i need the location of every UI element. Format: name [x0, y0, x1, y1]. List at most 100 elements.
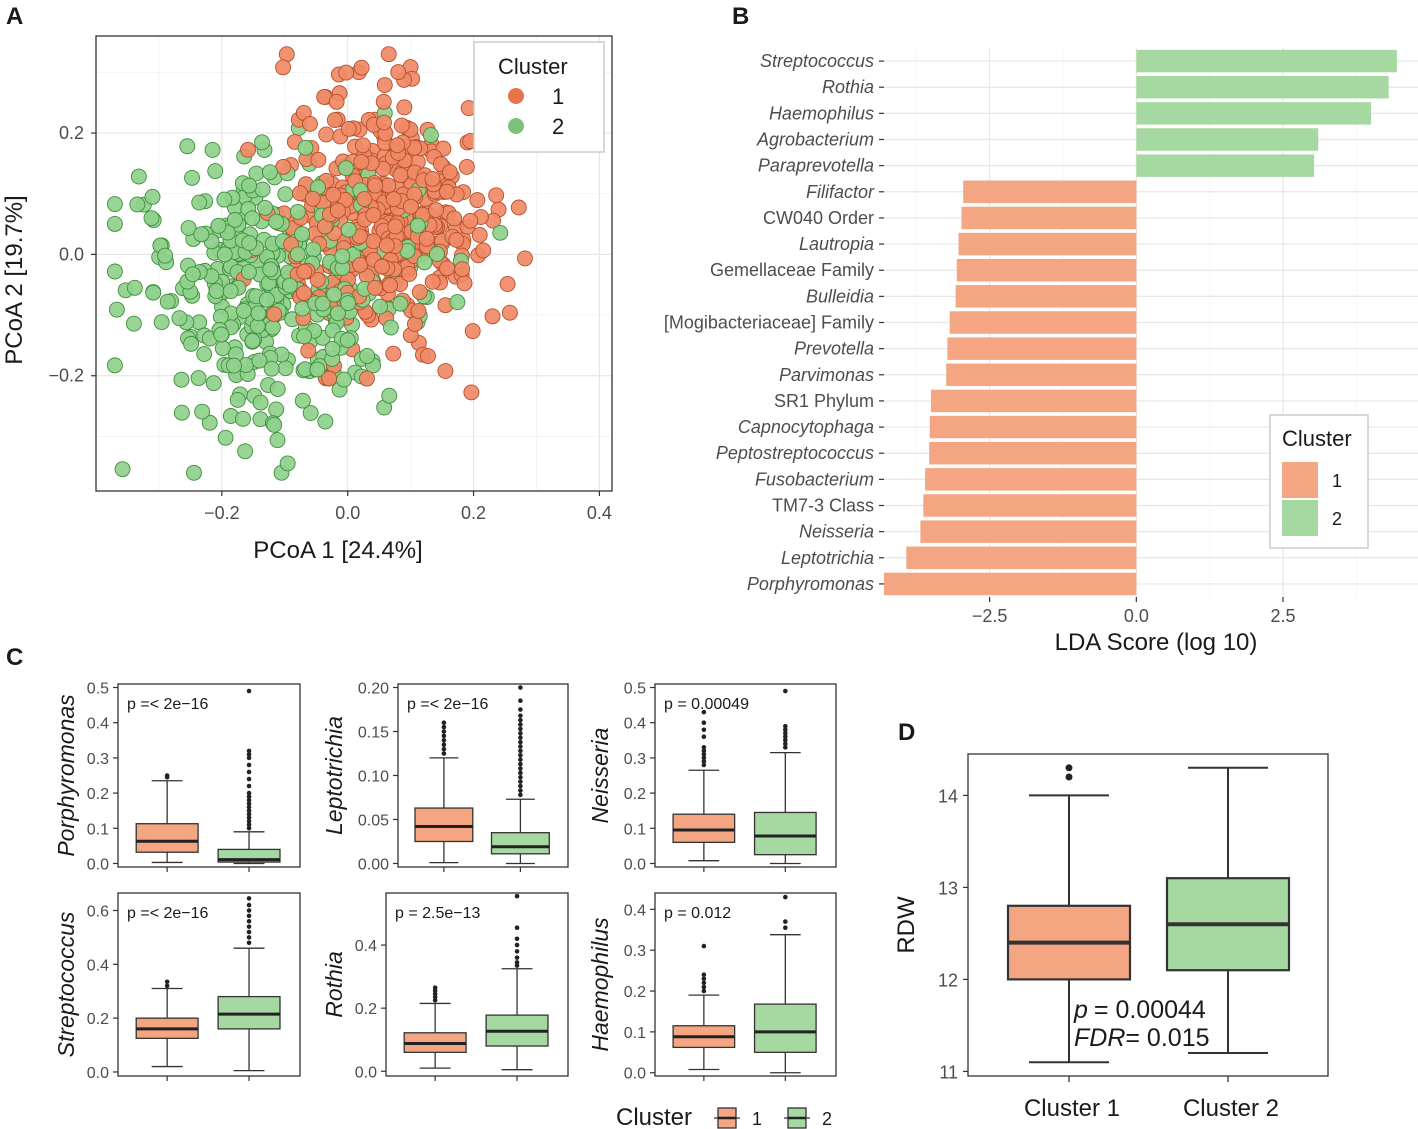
a-point-cluster-1 [424, 273, 441, 290]
c-outlier [514, 963, 520, 968]
c-outlier [783, 730, 788, 736]
a-plot-border [95, 35, 613, 492]
c-legend: Cluster 1 2 [616, 1104, 832, 1129]
c-ytick-label: 0.4 [624, 902, 646, 919]
b-bar--mogibacteriaceae-family [949, 311, 1137, 334]
c-outlier [514, 942, 520, 948]
a-point-cluster-2 [106, 357, 123, 374]
panel-d-rdw-boxplot: 11 12 13 14 Cluster 1 Cluster 2 [938, 753, 1329, 1122]
c-p-value: p = 0.012 [664, 905, 731, 922]
a-point-cluster-2 [269, 381, 286, 397]
a-point-cluster-1 [295, 285, 312, 302]
c-plot-border [397, 683, 569, 868]
c-outlier [518, 744, 523, 749]
a-point-cluster-2 [334, 248, 351, 265]
c-ylabel: Leptotrichia [321, 716, 347, 835]
d-ylabel: RDW [893, 896, 920, 954]
c-outlier [164, 979, 170, 985]
c-p-value: p = 0.00049 [664, 696, 749, 713]
c-outlier [701, 745, 707, 750]
a-point-cluster-2 [180, 220, 197, 236]
a-point-cluster-2 [268, 401, 285, 418]
c-ytick-label: 0.2 [87, 1011, 109, 1028]
c-legend-title: Cluster [616, 1104, 692, 1129]
c-outlier [432, 985, 438, 990]
c-outlier [514, 925, 520, 931]
c-outlier [518, 713, 523, 718]
a-point-cluster-1 [378, 237, 395, 254]
a-point-cluster-1 [338, 64, 355, 81]
a-point-cluster-2 [339, 332, 356, 349]
b-xlabel: LDA Score (log 10) [1055, 629, 1258, 656]
a-point-cluster-2 [196, 346, 213, 363]
b-category-label: Gemellaceae Family [710, 260, 874, 280]
c-ylabel: Porphyromonas [53, 694, 79, 857]
a-point-cluster-2 [251, 352, 268, 369]
a-point-cluster-2 [329, 305, 346, 322]
c-subplot-haemophilus: 0.0 0.1 0.2 0.3 0.4 p = 0.012 Haemophilus [587, 892, 837, 1083]
a-point-cluster-1 [385, 345, 402, 362]
b-bar-paraprevotella [1136, 154, 1315, 177]
a-point-cluster-2 [143, 210, 160, 227]
c-outlier [246, 918, 252, 924]
c-outlier [701, 984, 707, 990]
d-fdr-annotation: FDR= 0.015 [1074, 1024, 1210, 1052]
c-box-cluster-1 [135, 823, 199, 853]
c-outlier [246, 815, 252, 821]
a-point-cluster-2 [193, 226, 210, 243]
d-ytick-label: 11 [939, 1062, 958, 1082]
a-point-cluster-1 [448, 231, 465, 248]
a-point-cluster-1 [387, 218, 404, 235]
c-ytick-label: 0.3 [624, 943, 646, 960]
a-point-cluster-1 [359, 370, 375, 387]
c-ytick-label: 0.2 [624, 984, 646, 1001]
a-point-cluster-2 [277, 360, 294, 377]
panel-b-lda-bars: −2.5 0.0 2.5 Streptococcus Rothia Haemophilus… [664, 48, 1418, 626]
a-point-cluster-2 [263, 360, 280, 377]
b-bar-agrobacterium [1136, 128, 1319, 151]
a-point-cluster-2 [207, 163, 224, 180]
a-point-cluster-2 [409, 217, 426, 234]
b-category-label: Streptococcus [760, 51, 874, 71]
a-point-cluster-1 [329, 202, 346, 219]
c-outlier [518, 783, 523, 789]
c-outlier [701, 748, 707, 754]
a-ytick-label: −0.2 [48, 366, 84, 386]
b-category-label: Haemophilus [769, 103, 874, 123]
c-outlier [701, 988, 707, 994]
c-p-value: p =< 2e−16 [127, 696, 209, 713]
d-outlier [1065, 764, 1073, 772]
c-subplot-leptotrichia: 0.00 0.05 0.10 0.15 0.20 p =< 2e−16 Leptotrich… [321, 681, 569, 873]
a-point-cluster-2 [262, 261, 279, 278]
a-legend-label-1: 1 [552, 84, 564, 109]
b-category-label: SR1 Phylum [774, 391, 874, 411]
a-point-cluster-2 [279, 455, 296, 472]
a-point-cluster-2 [302, 405, 319, 421]
a-point-cluster-2 [191, 194, 208, 211]
c-outlier [441, 720, 447, 726]
a-point-cluster-2 [114, 461, 131, 478]
c-ytick-label: 0.0 [355, 1064, 377, 1081]
a-legend: Cluster 1 2 [473, 41, 605, 153]
a-point-cluster-1 [488, 187, 505, 204]
c-ytick-label: 0.5 [87, 681, 109, 698]
b-category-label: Agrobacterium [756, 130, 874, 150]
b-legend-swatch-1 [1282, 462, 1318, 498]
a-point-cluster-2 [217, 429, 234, 446]
panel-label-c: C [6, 644, 23, 671]
a-point-cluster-2 [194, 403, 211, 420]
c-subplot-porphyromonas: 0.0 0.1 0.2 0.3 0.4 0.5 p =< 2e−16 Porphyromona… [53, 681, 301, 873]
c-outlier [518, 774, 523, 780]
c-outlier [701, 976, 707, 982]
c-outlier [518, 766, 523, 771]
b-category-label: [Mogibacteriaceae] Family [664, 313, 874, 333]
a-point-cluster-1 [389, 137, 406, 154]
a-point-cluster-2 [153, 314, 170, 331]
a-point-cluster-2 [305, 241, 322, 258]
c-outlier [783, 727, 788, 733]
a-point-cluster-2 [277, 186, 294, 203]
c-outlier [701, 943, 707, 949]
c-ytick-label: 0.4 [87, 716, 109, 733]
c-ytick-label: 0.4 [87, 957, 109, 974]
a-point-cluster-1 [437, 363, 454, 379]
